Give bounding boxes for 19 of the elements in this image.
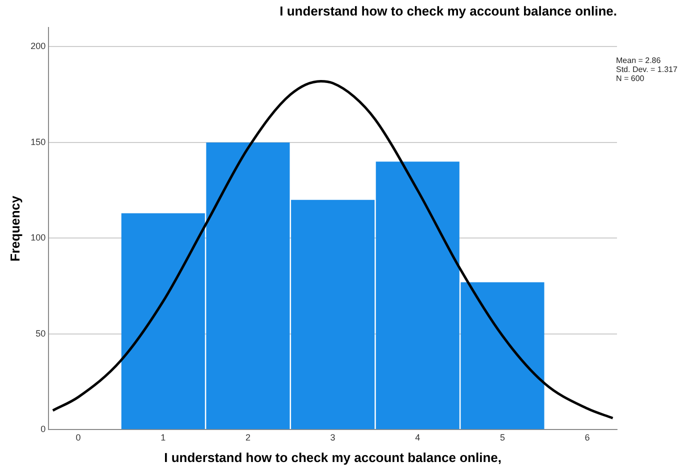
chart-title: I understand how to check my account balance online. bbox=[280, 3, 617, 18]
x-tick-label: 0 bbox=[76, 432, 81, 442]
x-tick-label: 1 bbox=[160, 432, 166, 442]
x-tick-label: 5 bbox=[500, 432, 505, 442]
x-axis-title: I understand how to check my account balance online, bbox=[164, 450, 502, 465]
x-tick-label: 6 bbox=[584, 432, 590, 442]
annotation: N = 600 bbox=[616, 74, 646, 83]
x-tick-label: 2 bbox=[245, 432, 250, 442]
x-tick-label: 3 bbox=[330, 432, 336, 442]
annotation: Std. Dev. = 1.317 bbox=[616, 65, 678, 74]
line-series bbox=[52, 80, 614, 420]
x-tick-label: 4 bbox=[415, 432, 420, 442]
y-tick-label: 0 bbox=[40, 424, 46, 434]
y-tick-label: 200 bbox=[30, 41, 46, 52]
y-tick-label: 100 bbox=[30, 232, 46, 243]
y-tick-label: 150 bbox=[30, 136, 46, 147]
y-tick-label: 50 bbox=[36, 328, 46, 338]
annotation: Mean = 2.86 bbox=[616, 56, 662, 65]
y-axis-title: Frequency bbox=[7, 194, 22, 262]
